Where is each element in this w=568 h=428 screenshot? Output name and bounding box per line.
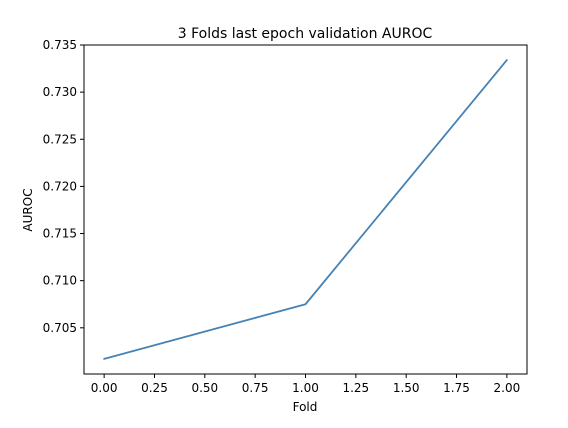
y-axis: 0.705 0.710 0.715 0.720 0.725 0.730 0.735 [43, 38, 84, 335]
y-tick-label: 0.720 [43, 179, 77, 193]
y-tick-label: 0.735 [43, 38, 77, 52]
x-tick-label: 0.25 [141, 381, 168, 395]
y-tick-label: 0.730 [43, 85, 77, 99]
y-tick-label: 0.710 [43, 274, 77, 288]
x-tick-label: 0.75 [242, 381, 269, 395]
plot-frame [83, 44, 528, 375]
chart-title: 3 Folds last epoch validation AUROC [178, 26, 433, 42]
y-axis-label: AUROC [21, 188, 35, 231]
x-tick-label: 1.75 [443, 381, 470, 395]
x-axis: 0.00 0.25 0.50 0.75 1.00 1.25 1.50 1.75 2.00 [91, 374, 520, 395]
y-tick-label: 0.705 [43, 321, 77, 335]
x-tick-label: 1.00 [292, 381, 319, 395]
y-tick-label: 0.725 [43, 132, 77, 146]
y-tick-label: 0.715 [43, 227, 77, 241]
x-tick-label: 0.00 [91, 381, 118, 395]
series-layer [103, 59, 508, 360]
x-axis-label: Fold [293, 400, 318, 414]
series-line [103, 59, 508, 360]
x-tick-label: 0.50 [191, 381, 218, 395]
x-tick-label: 1.50 [393, 381, 420, 395]
x-tick-label: 1.25 [342, 381, 369, 395]
x-tick-label: 2.00 [494, 381, 521, 395]
